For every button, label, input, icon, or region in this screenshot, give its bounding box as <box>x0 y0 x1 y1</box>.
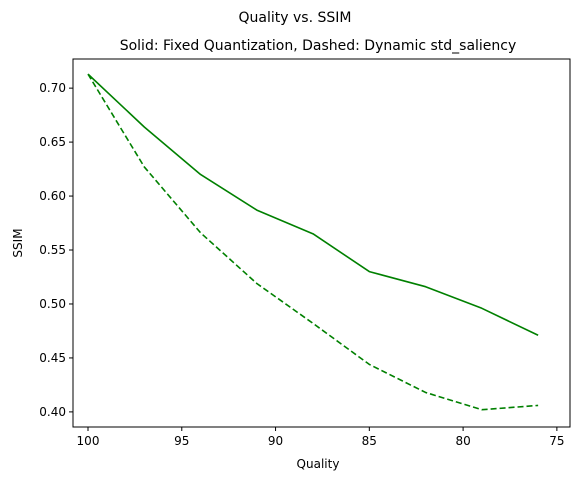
series-line-solid <box>87 73 539 336</box>
y-tick-label: 0.45 <box>39 351 66 365</box>
y-tick-label: 0.40 <box>39 405 66 419</box>
series-layer <box>87 73 539 411</box>
chart-title: Solid: Fixed Quantization, Dashed: Dynam… <box>120 38 517 54</box>
x-tick-label: 90 <box>268 434 283 448</box>
y-axis-label: SSIM <box>11 228 25 257</box>
x-axis-label: Quality <box>297 457 340 471</box>
y-tick-label: 0.65 <box>39 135 66 149</box>
y-tick-label: 0.60 <box>39 189 66 203</box>
x-tick-label: 95 <box>174 434 189 448</box>
x-tick-label: 100 <box>77 434 100 448</box>
y-tick-label: 0.55 <box>39 243 66 257</box>
chart-suptitle: Quality vs. SSIM <box>239 10 352 26</box>
series-line-dashed <box>87 73 539 411</box>
plot-area <box>72 58 571 428</box>
y-tick-label: 0.70 <box>39 81 66 95</box>
x-tick-label: 85 <box>362 434 377 448</box>
x-tick-label: 75 <box>549 434 564 448</box>
x-tick-label: 80 <box>455 434 470 448</box>
ticks-layer: 100 95 90 85 80 75 0.40 0.45 0.50 0.55 0.60 0.65 0.7… <box>39 81 564 448</box>
y-tick-label: 0.50 <box>39 297 66 311</box>
